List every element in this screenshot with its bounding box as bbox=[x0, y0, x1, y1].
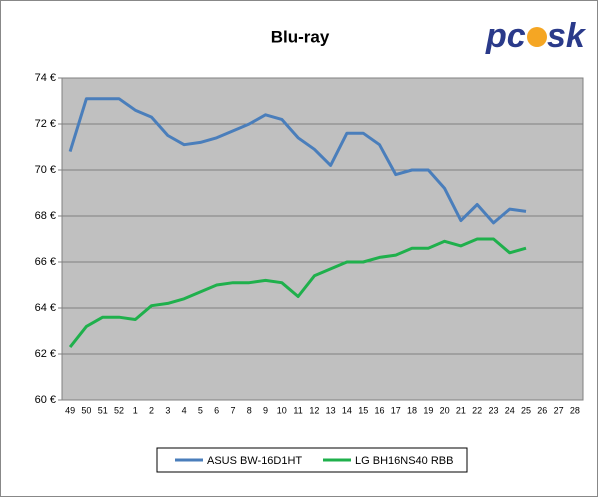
x-tick-label: 22 bbox=[472, 405, 482, 415]
x-tick-label: 11 bbox=[293, 405, 302, 415]
x-tick-label: 3 bbox=[165, 405, 170, 415]
x-tick-label: 50 bbox=[81, 405, 91, 415]
x-tick-label: 27 bbox=[554, 405, 564, 415]
legend-label: LG BH16NS40 RBB bbox=[355, 455, 453, 467]
x-tick-label: 52 bbox=[114, 405, 124, 415]
y-tick-label: 74 € bbox=[35, 72, 56, 84]
y-tick-label: 60 € bbox=[35, 394, 56, 406]
x-tick-label: 24 bbox=[505, 405, 515, 415]
x-tick-label: 8 bbox=[247, 405, 252, 415]
y-tick-label: 72 € bbox=[35, 118, 56, 130]
x-tick-label: 5 bbox=[198, 405, 203, 415]
x-tick-label: 19 bbox=[423, 405, 433, 415]
plot-area bbox=[61, 77, 584, 401]
x-tick-label: 6 bbox=[214, 405, 219, 415]
x-tick-label: 23 bbox=[488, 405, 498, 415]
y-tick-label: 70 € bbox=[35, 164, 56, 176]
logo-flame bbox=[527, 27, 547, 47]
x-tick-label: 14 bbox=[342, 405, 352, 415]
x-tick-label: 20 bbox=[440, 405, 450, 415]
x-tick-label: 7 bbox=[230, 405, 235, 415]
chart-title: Blu-ray bbox=[271, 27, 330, 46]
x-tick-label: 21 bbox=[456, 405, 466, 415]
x-tick-label: 28 bbox=[570, 405, 580, 415]
x-tick-label: 16 bbox=[374, 405, 384, 415]
x-tick-label: 18 bbox=[407, 405, 417, 415]
x-tick-label: 25 bbox=[521, 405, 531, 415]
legend-label: ASUS BW-16D1HT bbox=[207, 455, 302, 467]
x-tick-label: 10 bbox=[277, 405, 287, 415]
x-tick-label: 1 bbox=[133, 405, 138, 415]
logo-right: sk bbox=[547, 17, 587, 55]
y-tick-label: 62 € bbox=[35, 348, 56, 360]
y-tick-label: 68 € bbox=[35, 210, 56, 222]
series-line bbox=[68, 97, 527, 225]
legend-box bbox=[156, 447, 468, 473]
x-tick-label: 17 bbox=[391, 405, 401, 415]
x-tick-label: 26 bbox=[537, 405, 547, 415]
series-line bbox=[68, 237, 527, 349]
x-tick-label: 9 bbox=[263, 405, 268, 415]
x-tick-label: 51 bbox=[98, 405, 108, 415]
y-tick-label: 64 € bbox=[35, 302, 56, 314]
logo-left: pc bbox=[485, 17, 526, 55]
x-tick-label: 4 bbox=[182, 405, 187, 415]
y-tick-label: 66 € bbox=[35, 256, 56, 268]
x-tick-label: 13 bbox=[326, 405, 336, 415]
x-tick-label: 2 bbox=[149, 405, 154, 415]
x-tick-label: 12 bbox=[309, 405, 319, 415]
x-tick-label: 15 bbox=[358, 405, 368, 415]
x-tick-label: 49 bbox=[65, 405, 75, 415]
